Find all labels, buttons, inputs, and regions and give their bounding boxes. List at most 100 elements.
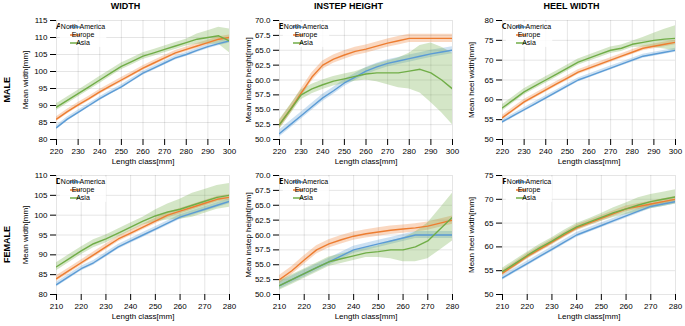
- svg-text:Mean heel width[mm]: Mean heel width[mm]: [467, 42, 476, 118]
- svg-text:62.5: 62.5: [255, 61, 271, 70]
- svg-text:250: 250: [338, 147, 352, 156]
- svg-text:Mean heel width[mm]: Mean heel width[mm]: [467, 197, 476, 273]
- svg-text:Length class[mm]: Length class[mm]: [558, 312, 621, 321]
- svg-text:Length class[mm]: Length class[mm]: [112, 157, 175, 166]
- svg-text:50: 50: [485, 135, 494, 144]
- svg-text:67.5: 67.5: [255, 186, 271, 195]
- svg-text:55.0: 55.0: [255, 260, 271, 269]
- svg-text:300: 300: [669, 147, 683, 156]
- svg-text:Europe: Europe: [295, 31, 318, 39]
- svg-text:80: 80: [485, 16, 494, 25]
- svg-text:65: 65: [485, 76, 494, 85]
- svg-text:230: 230: [99, 302, 113, 311]
- svg-text:Mean instep height[mm]: Mean instep height[mm]: [244, 37, 253, 122]
- svg-text:52.5: 52.5: [255, 120, 271, 129]
- svg-text:115: 115: [35, 16, 48, 25]
- svg-text:280: 280: [223, 302, 237, 311]
- svg-text:270: 270: [198, 302, 212, 311]
- svg-text:280: 280: [180, 147, 194, 156]
- svg-text:Asia: Asia: [299, 39, 313, 46]
- svg-text:105: 105: [34, 191, 48, 200]
- svg-text:270: 270: [421, 302, 435, 311]
- svg-text:230: 230: [545, 302, 559, 311]
- svg-text:300: 300: [223, 147, 237, 156]
- svg-text:80: 80: [39, 290, 48, 299]
- svg-text:260: 260: [136, 147, 150, 156]
- svg-text:60: 60: [485, 242, 494, 251]
- svg-text:Asia: Asia: [522, 39, 536, 46]
- svg-text:100: 100: [34, 211, 48, 220]
- svg-text:230: 230: [71, 147, 85, 156]
- svg-text:70.0: 70.0: [255, 171, 271, 180]
- svg-text:52.5: 52.5: [255, 275, 271, 284]
- svg-text:90: 90: [39, 101, 48, 110]
- svg-text:Length class[mm]: Length class[mm]: [335, 312, 398, 321]
- svg-text:57.5: 57.5: [255, 90, 271, 99]
- svg-text:85: 85: [39, 118, 48, 127]
- svg-text:290: 290: [424, 147, 438, 156]
- svg-text:220: 220: [298, 302, 312, 311]
- svg-text:Length class[mm]: Length class[mm]: [335, 157, 398, 166]
- svg-text:North America: North America: [507, 23, 551, 30]
- svg-text:60.0: 60.0: [255, 76, 271, 85]
- svg-text:240: 240: [93, 147, 107, 156]
- svg-text:250: 250: [115, 147, 129, 156]
- svg-text:220: 220: [50, 147, 64, 156]
- svg-text:North America: North America: [61, 178, 105, 185]
- svg-text:220: 220: [75, 302, 89, 311]
- svg-text:Asia: Asia: [522, 194, 536, 201]
- svg-text:280: 280: [446, 302, 460, 311]
- svg-text:85: 85: [39, 270, 48, 279]
- svg-text:North America: North America: [284, 23, 328, 30]
- svg-text:50.0: 50.0: [255, 135, 271, 144]
- svg-text:270: 270: [158, 147, 172, 156]
- svg-text:Mean instep height[mm]: Mean instep height[mm]: [244, 192, 253, 277]
- svg-text:North America: North America: [507, 178, 551, 185]
- svg-text:260: 260: [359, 147, 373, 156]
- svg-text:210: 210: [50, 302, 64, 311]
- svg-text:240: 240: [316, 147, 330, 156]
- svg-text:60.0: 60.0: [255, 231, 271, 240]
- svg-text:280: 280: [403, 147, 417, 156]
- svg-text:62.5: 62.5: [255, 216, 271, 225]
- svg-text:260: 260: [396, 302, 410, 311]
- svg-text:67.5: 67.5: [255, 31, 271, 40]
- svg-text:55: 55: [485, 115, 494, 124]
- svg-text:105: 105: [34, 50, 48, 59]
- svg-text:Length class[mm]: Length class[mm]: [558, 157, 621, 166]
- svg-text:95: 95: [39, 84, 48, 93]
- svg-text:110: 110: [35, 33, 48, 42]
- svg-text:65.0: 65.0: [255, 201, 271, 210]
- svg-text:Europe: Europe: [518, 186, 541, 194]
- svg-text:50: 50: [485, 290, 494, 299]
- svg-text:210: 210: [273, 302, 287, 311]
- svg-text:70: 70: [485, 56, 494, 65]
- svg-text:Length class[mm]: Length class[mm]: [112, 312, 175, 321]
- svg-text:290: 290: [647, 147, 661, 156]
- svg-text:North America: North America: [61, 23, 105, 30]
- svg-text:Asia: Asia: [76, 194, 90, 201]
- svg-text:55: 55: [485, 266, 494, 275]
- svg-text:75: 75: [485, 171, 494, 180]
- svg-text:Europe: Europe: [72, 186, 95, 194]
- svg-text:270: 270: [381, 147, 395, 156]
- svg-text:240: 240: [539, 147, 553, 156]
- svg-text:Asia: Asia: [299, 194, 313, 201]
- svg-text:Europe: Europe: [72, 31, 95, 39]
- svg-text:270: 270: [644, 302, 658, 311]
- svg-text:230: 230: [517, 147, 531, 156]
- svg-text:Mean width[mm]: Mean width[mm]: [21, 206, 30, 265]
- svg-text:250: 250: [149, 302, 163, 311]
- svg-text:80: 80: [39, 135, 48, 144]
- svg-text:220: 220: [496, 147, 510, 156]
- svg-text:70: 70: [485, 195, 494, 204]
- svg-text:110: 110: [35, 171, 48, 180]
- svg-text:230: 230: [322, 302, 336, 311]
- svg-text:230: 230: [294, 147, 308, 156]
- svg-text:280: 280: [669, 302, 683, 311]
- svg-text:240: 240: [347, 302, 361, 311]
- svg-text:60: 60: [485, 95, 494, 104]
- svg-text:300: 300: [446, 147, 460, 156]
- svg-text:250: 250: [372, 302, 386, 311]
- svg-text:50.0: 50.0: [255, 290, 271, 299]
